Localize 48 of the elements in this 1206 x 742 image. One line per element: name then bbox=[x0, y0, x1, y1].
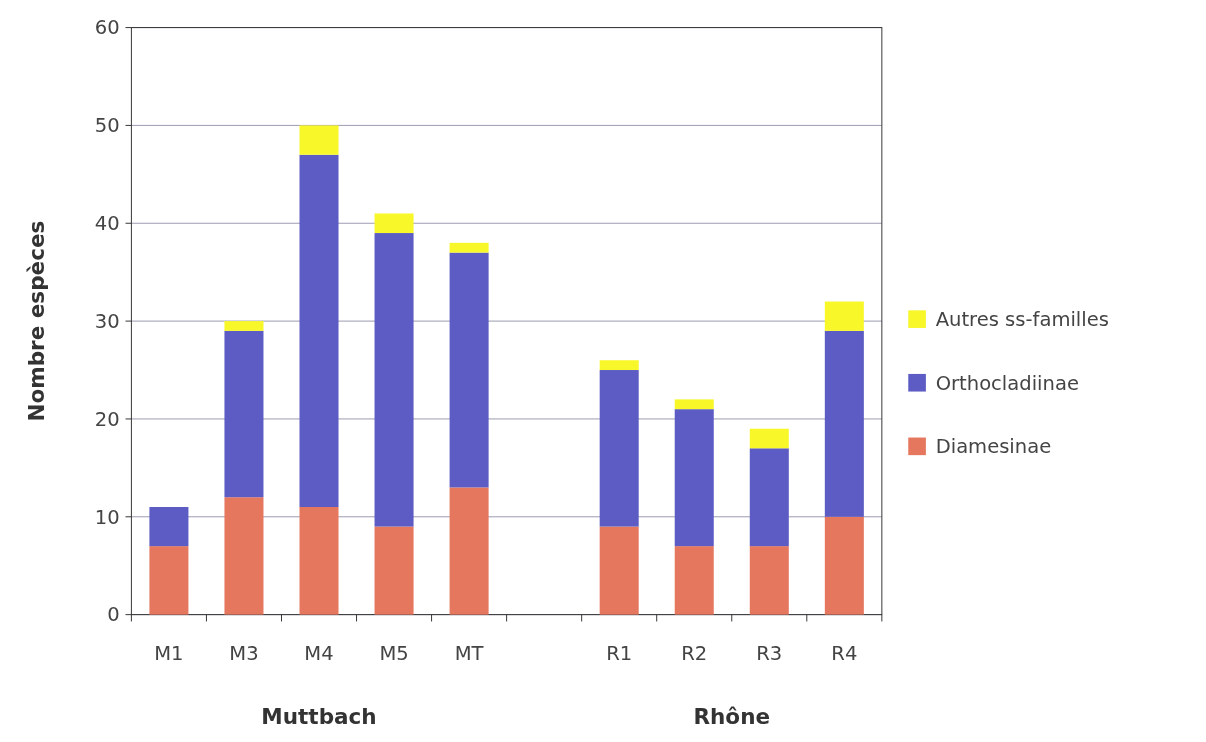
bar bbox=[299, 154, 339, 507]
bar bbox=[224, 321, 264, 331]
bar bbox=[224, 497, 264, 615]
bar bbox=[449, 242, 489, 253]
x-tick-label: M3 bbox=[229, 641, 259, 665]
y-axis-title: Nombre espèces bbox=[24, 220, 50, 422]
legend-label: Diamesinae bbox=[935, 435, 1052, 459]
bar bbox=[449, 487, 489, 615]
text: Rhône bbox=[693, 704, 771, 730]
bar bbox=[824, 301, 864, 331]
x-tick-label: R1 bbox=[606, 641, 633, 665]
x-tick-label: M5 bbox=[379, 641, 409, 665]
bar bbox=[374, 526, 414, 615]
bar bbox=[599, 526, 639, 615]
bar bbox=[449, 252, 489, 488]
bar bbox=[149, 546, 189, 615]
bar bbox=[224, 330, 264, 498]
bar bbox=[674, 546, 714, 615]
bar bbox=[674, 399, 714, 410]
bar bbox=[374, 213, 414, 234]
y-tick-label: 20 bbox=[94, 407, 120, 431]
y-tick-label: 30 bbox=[94, 309, 120, 333]
x-tick-label: M1 bbox=[154, 641, 184, 665]
y-tick-label: 10 bbox=[94, 505, 120, 529]
y-tick-label: 50 bbox=[94, 114, 120, 138]
bar bbox=[299, 125, 339, 155]
bar bbox=[824, 516, 864, 615]
bar bbox=[599, 370, 639, 527]
x-tick-label: R4 bbox=[831, 641, 858, 665]
bar bbox=[374, 233, 414, 527]
x-tick-label: MT bbox=[454, 641, 484, 665]
legend-label: Autres ss-familles bbox=[935, 307, 1109, 331]
y-tick-label: 0 bbox=[107, 603, 120, 627]
bar bbox=[749, 428, 789, 449]
bar bbox=[149, 507, 189, 547]
y-tick-label: 40 bbox=[94, 212, 120, 236]
text: Muttbach bbox=[261, 704, 377, 730]
bar bbox=[674, 409, 714, 547]
bar bbox=[749, 546, 789, 615]
bar bbox=[299, 507, 339, 615]
bar bbox=[824, 330, 864, 517]
x-tick-label: R2 bbox=[681, 641, 708, 665]
legend-label: Orthocladiinae bbox=[935, 371, 1079, 395]
bar bbox=[749, 448, 789, 547]
x-tick-label: R3 bbox=[756, 641, 783, 665]
bar bbox=[599, 360, 639, 371]
x-tick-label: M4 bbox=[304, 641, 334, 665]
y-tick-label: 60 bbox=[94, 16, 120, 40]
